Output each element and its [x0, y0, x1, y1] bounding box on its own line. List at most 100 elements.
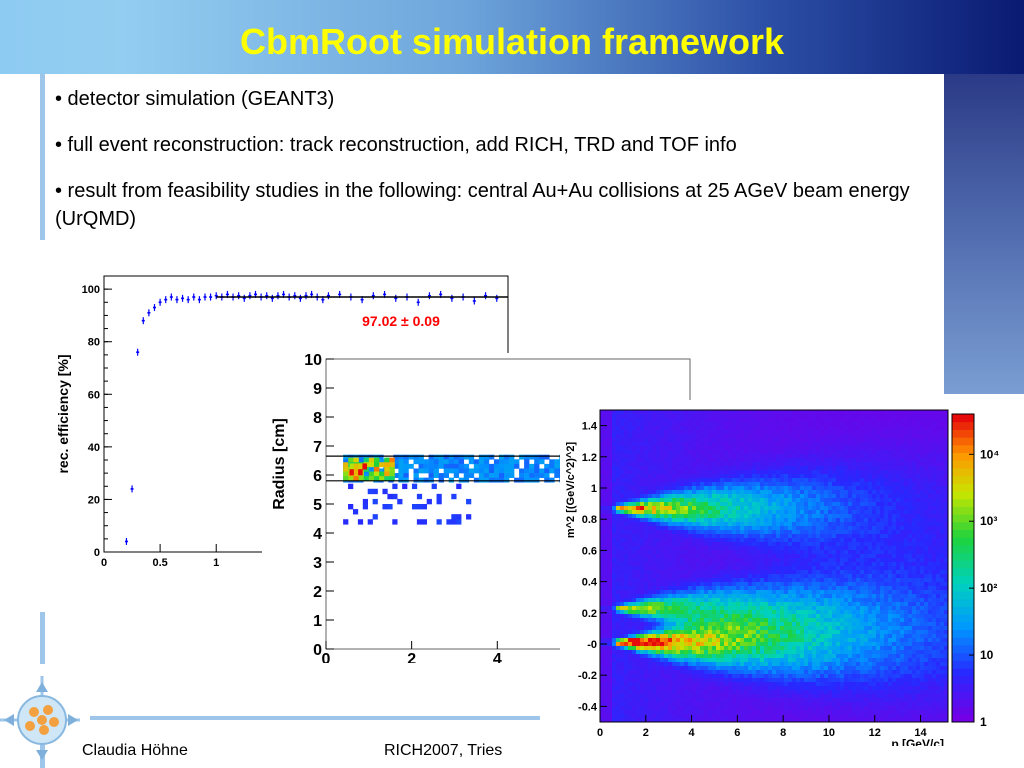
heatmap-cell — [780, 666, 784, 670]
heatmap-cell — [616, 662, 620, 666]
heatmap-cell — [748, 478, 752, 482]
heatmap-cell — [700, 642, 704, 646]
heatmap-cell — [600, 654, 604, 658]
heatmap-cell — [453, 459, 460, 465]
heatmap-cell — [684, 438, 688, 442]
heatmap-cell — [768, 682, 772, 686]
heatmap-cell — [812, 442, 816, 446]
heatmap-cell — [704, 510, 708, 514]
heatmap-cell — [672, 550, 676, 554]
heatmap-cell — [808, 598, 812, 602]
heatmap-cell — [644, 694, 648, 698]
heatmap-cell — [652, 598, 656, 602]
heatmap-cell — [676, 554, 680, 558]
heatmap-cell — [784, 574, 788, 578]
heatmap-cell — [644, 446, 648, 450]
heatmap-cell — [664, 562, 668, 566]
heatmap-cell — [612, 430, 616, 434]
heatmap-cell — [796, 710, 800, 714]
heatmap-cell — [776, 418, 780, 422]
heatmap-cell — [764, 674, 768, 678]
heatmap-cell — [688, 522, 692, 526]
heatmap-cell — [624, 566, 628, 570]
heatmap-cell — [358, 463, 363, 470]
heatmap-cell — [652, 638, 656, 642]
heatmap-cell — [776, 582, 780, 586]
heatmap-cell — [796, 534, 800, 538]
heatmap-cell — [644, 442, 648, 446]
heatmap-cell — [692, 562, 696, 566]
heatmap-cell — [816, 642, 820, 646]
heatmap-cell — [676, 622, 680, 626]
heatmap-cell — [668, 614, 672, 618]
heatmap-cell — [680, 718, 684, 722]
heatmap-cell — [812, 642, 816, 646]
heatmap-cell — [812, 598, 816, 602]
heatmap-cell — [688, 474, 692, 478]
heatmap-cell — [736, 474, 740, 478]
heatmap-cell — [676, 610, 680, 614]
heatmap-cell — [688, 594, 692, 598]
heatmap-cell — [812, 414, 816, 418]
heatmap-cell — [648, 550, 652, 554]
heatmap-cell — [636, 646, 640, 650]
heatmap-cell — [628, 542, 632, 546]
heatmap-cell — [756, 426, 760, 430]
heatmap-cell — [616, 418, 620, 422]
heatmap-cell — [692, 442, 696, 446]
heatmap-cell — [600, 590, 604, 594]
heatmap-cell — [640, 574, 644, 578]
heatmap-cell — [724, 466, 728, 470]
heatmap-cell — [760, 566, 764, 570]
heatmap-cell — [640, 590, 644, 594]
heatmap-cell — [724, 518, 728, 522]
heatmap-cell — [600, 450, 604, 454]
heatmap-cell — [744, 430, 748, 434]
heatmap-cell — [700, 470, 704, 474]
heatmap-cell — [808, 446, 812, 450]
heatmap-cell — [612, 574, 616, 578]
heatmap-cell — [736, 538, 740, 542]
heatmap-cell — [684, 710, 688, 714]
heatmap-cell — [744, 534, 748, 538]
heatmap-cell — [676, 654, 680, 658]
heatmap-cell — [632, 630, 636, 634]
heatmap-cell — [792, 686, 796, 690]
heatmap-cell — [788, 710, 792, 714]
heatmap-cell — [648, 662, 652, 666]
heatmap-cell — [732, 586, 736, 590]
heatmap-cell — [740, 502, 744, 506]
heatmap-cell — [616, 718, 620, 722]
heatmap-cell — [648, 658, 652, 662]
heatmap-cell — [760, 558, 764, 562]
heatmap-cell — [772, 422, 776, 426]
heatmap-cell — [788, 702, 792, 706]
heatmap-cell — [640, 586, 644, 590]
heatmap-cell — [684, 470, 688, 474]
heatmap-cell — [660, 686, 664, 690]
heatmap-cell — [676, 478, 680, 482]
heatmap-cell — [708, 518, 712, 522]
heatmap-cell — [804, 686, 808, 690]
heatmap-cell — [720, 698, 724, 702]
heatmap-cell — [768, 422, 772, 426]
heatmap-cell — [668, 710, 672, 714]
heatmap-cell — [343, 454, 349, 460]
heatmap-cell — [668, 546, 672, 550]
heatmap-cell — [728, 490, 732, 494]
heatmap-cell — [768, 678, 772, 682]
heatmap-cell — [624, 562, 628, 566]
heatmap-cell — [736, 530, 740, 534]
heatmap-cell — [648, 530, 652, 534]
heatmap-cell — [760, 562, 764, 566]
heatmap-cell — [644, 622, 648, 626]
heatmap-cell — [600, 602, 604, 606]
heatmap-cell — [744, 662, 748, 666]
heatmap-cell — [784, 478, 788, 482]
heatmap-cell — [752, 538, 756, 542]
heatmap-cell — [732, 422, 736, 426]
heatmap-cell — [612, 566, 616, 570]
heatmap-cell — [768, 690, 772, 694]
heatmap-cell — [632, 506, 636, 510]
heatmap-cell — [792, 526, 796, 530]
